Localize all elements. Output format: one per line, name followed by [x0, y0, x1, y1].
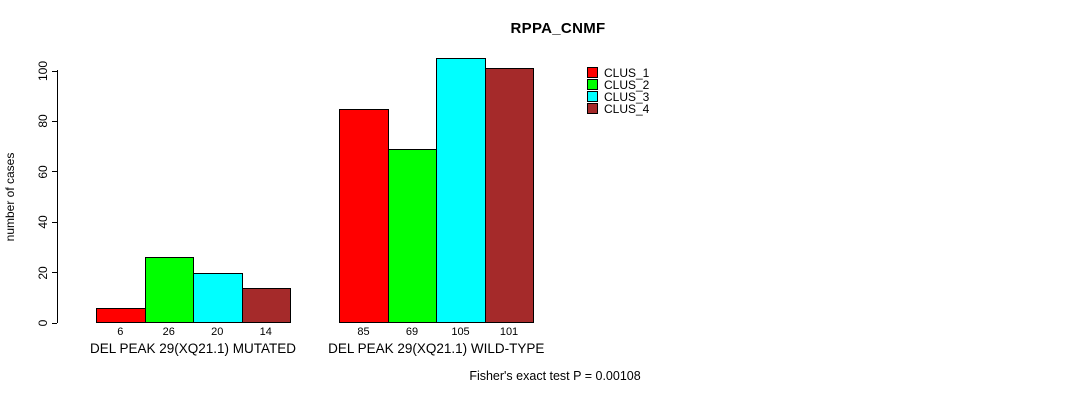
legend-swatch-clus_4: [587, 102, 598, 114]
bar-value-label: 6: [117, 326, 124, 338]
bar-clus_1-group1: [96, 307, 146, 323]
y-axis-line: [57, 70, 58, 323]
y-tick-mark: [52, 221, 57, 223]
y-axis-title: number of cases: [3, 152, 17, 242]
bar-value-label: 101: [499, 326, 519, 338]
legend-swatch-clus_3: [587, 90, 598, 102]
bar-clus_4-group2: [484, 68, 535, 323]
group-label: DEL PEAK 29(XQ21.1) WILD-TYPE: [328, 341, 545, 356]
y-tick-mark: [52, 120, 57, 122]
bar-value-label: 14: [259, 326, 272, 338]
y-tick-label: 60: [36, 165, 50, 179]
bar-clus_3-group1: [193, 272, 243, 323]
bar-clus_2-group1: [144, 257, 194, 323]
legend-swatch-clus_2: [587, 78, 598, 90]
y-tick-label: 80: [36, 114, 50, 129]
bar-value-label: 20: [211, 326, 224, 338]
y-tick-mark: [52, 70, 57, 72]
bar-value-label: 26: [162, 326, 175, 338]
y-tick-label: 0: [36, 319, 50, 327]
y-tick-mark: [52, 322, 57, 324]
bar-clus_4-group1: [241, 287, 291, 323]
legend-label: CLUS_1: [604, 66, 650, 80]
bar-clus_3-group2: [436, 58, 486, 323]
chart-title: RPPA_CNMF: [510, 20, 606, 37]
bar-value-label: 69: [405, 326, 419, 338]
y-tick-mark: [52, 171, 57, 173]
bar-value-label: 105: [451, 326, 470, 338]
bar-value-label: 85: [357, 326, 370, 338]
legend-label: CLUS_3: [604, 90, 650, 104]
bar-clus_2-group2: [387, 149, 438, 323]
group-label: DEL PEAK 29(XQ21.1) MUTATED: [89, 341, 297, 356]
bar-clus_1-group2: [339, 108, 389, 323]
y-tick-label: 100: [36, 60, 50, 82]
y-tick-label: 20: [36, 265, 50, 280]
legend-label: CLUS_2: [604, 78, 650, 92]
y-tick-label: 40: [36, 215, 50, 229]
fisher-test-annotation: Fisher's exact test P = 0.00108: [469, 369, 641, 383]
legend-swatch-clus_1: [587, 66, 598, 78]
legend-label: CLUS_4: [604, 102, 650, 116]
y-tick-mark: [52, 272, 57, 274]
